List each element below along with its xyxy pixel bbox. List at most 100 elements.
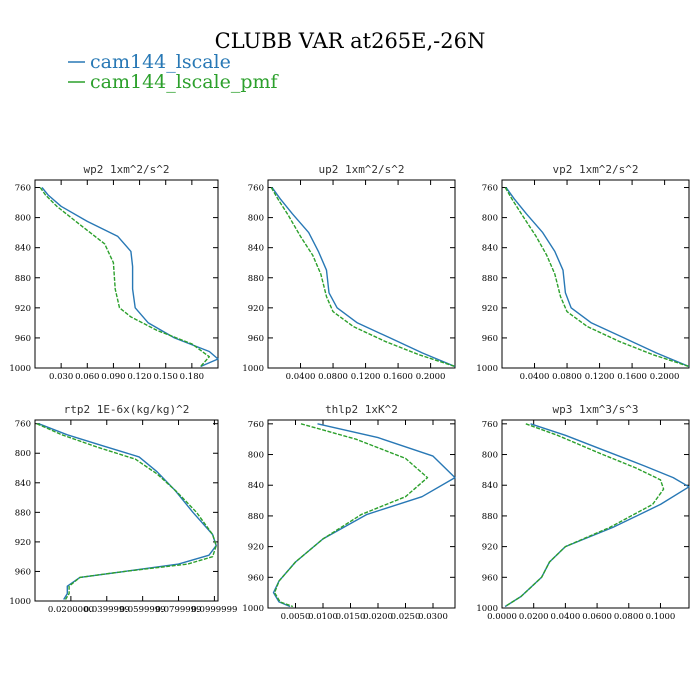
x-tick-label: 0.0200000 xyxy=(48,605,94,615)
x-tick-label: 0.0399999 xyxy=(84,605,130,615)
plot-frame xyxy=(267,419,456,609)
panel-title: wp3 1xm^3/s^3 xyxy=(552,403,638,416)
x-tick-label: 0.060 xyxy=(75,372,99,382)
y-tick-label: 1000 xyxy=(242,364,264,374)
panel-2: up2 1xm^2/s^2 760 800 840 880 920 960 1000 0.040… xyxy=(242,163,456,382)
panel-title: vp2 1xm^2/s^2 xyxy=(552,163,638,176)
y-tick-label: 760 xyxy=(248,184,264,194)
series-line-lscale-pmf xyxy=(270,187,456,368)
x-tick-label: 0.0100 xyxy=(308,612,338,622)
x-tick-label: 0.0800 xyxy=(552,372,582,382)
legend-label-lscale: cam144_lscale xyxy=(90,51,231,73)
x-tick-label: 0.0200 xyxy=(363,612,393,622)
y-tick-label: 1000 xyxy=(476,364,498,374)
x-tick-label: 0.2000 xyxy=(650,372,680,382)
plot-frame xyxy=(501,419,690,609)
y-tick-label: 920 xyxy=(15,538,31,548)
y-tick-label: 840 xyxy=(248,481,264,491)
y-tick-label: 1000 xyxy=(476,604,498,614)
y-tick-label: 880 xyxy=(482,274,498,284)
y-tick-label: 1000 xyxy=(242,604,264,614)
y-tick-label: 800 xyxy=(15,449,31,459)
y-tick-label: 840 xyxy=(248,244,264,254)
x-tick-label: 0.0800 xyxy=(318,372,348,382)
y-tick-label: 880 xyxy=(248,512,264,522)
y-tick-label: 760 xyxy=(248,420,264,430)
y-tick-label: 920 xyxy=(248,543,264,553)
panel-title: rtp2 1E-6x(kg/kg)^2 xyxy=(64,403,190,416)
y-tick-label: 920 xyxy=(15,304,31,314)
panel-5: thlp2 1xK^276080084088092096010000.00500… xyxy=(242,403,456,622)
y-tick-label: 1000 xyxy=(9,597,31,607)
legend-label-lscale-pmf: cam144_lscale_pmf xyxy=(90,71,280,93)
series-line-lscale xyxy=(504,423,690,608)
plot-frame xyxy=(501,179,690,369)
y-tick-label: 760 xyxy=(482,184,498,194)
y-tick-label: 800 xyxy=(15,214,31,224)
x-tick-label: 0.150 xyxy=(154,372,178,382)
x-tick-label: 0.1200 xyxy=(585,372,615,382)
x-tick-label: 0.0799999 xyxy=(156,605,202,615)
plot-frame xyxy=(34,179,219,369)
y-tick-label: 920 xyxy=(482,543,498,553)
series-line-lscale xyxy=(271,187,456,368)
x-tick-label: 0.0400 xyxy=(286,372,316,382)
y-tick-label: 760 xyxy=(482,420,498,430)
x-tick-label: 0.0250 xyxy=(391,612,421,622)
y-tick-label: 840 xyxy=(482,244,498,254)
figure-title: CLUBB VAR at265E,-26N xyxy=(215,29,486,53)
x-tick-label: 0.0400 xyxy=(551,612,581,622)
y-tick-label: 760 xyxy=(15,420,31,430)
y-tick-label: 880 xyxy=(15,274,31,284)
panel-3: vp2 1xm^2/s^2 760 800 840 880 920 960 1000 0.040… xyxy=(476,163,690,382)
y-tick-label: 960 xyxy=(15,567,31,577)
x-tick-label: 0.0400 xyxy=(520,372,550,382)
x-tick-label: 0.0050 xyxy=(281,612,311,622)
y-tick-label: 960 xyxy=(482,334,498,344)
y-tick-label: 840 xyxy=(15,244,31,254)
y-tick-label: 960 xyxy=(15,334,31,344)
panel-title: thlp2 1xK^2 xyxy=(325,403,398,416)
x-tick-label: 0.0000 xyxy=(487,612,517,622)
y-tick-label: 1000 xyxy=(9,364,31,374)
x-tick-label: 0.1600 xyxy=(617,372,647,382)
y-tick-label: 960 xyxy=(248,334,264,344)
series-line-lscale xyxy=(272,423,456,608)
x-tick-label: 0.1000 xyxy=(646,612,676,622)
series-line-lscale xyxy=(505,187,690,368)
panel-4: rtp2 1E-6x(kg/kg)^2 760 800 840 880 920 960 100… xyxy=(9,403,237,615)
panels: wp2 1xm^2/s^2 760 800 840 880 920 960 1000 0.030… xyxy=(9,163,690,622)
y-tick-label: 920 xyxy=(248,304,264,314)
y-tick-label: 920 xyxy=(482,304,498,314)
series-line-lscale-pmf xyxy=(273,423,429,608)
panel-title: up2 1xm^2/s^2 xyxy=(318,163,404,176)
panel-6: wp3 1xm^3/s^3 760 800 840 880 920 960 10000.000… xyxy=(476,403,690,622)
y-tick-label: 960 xyxy=(248,573,264,583)
x-tick-label: 0.030 xyxy=(49,372,73,382)
x-tick-label: 0.0999999 xyxy=(191,605,237,615)
y-tick-label: 880 xyxy=(15,508,31,518)
series-line-lscale-pmf xyxy=(504,423,665,608)
series-line-lscale xyxy=(38,423,217,600)
x-tick-label: 0.0150 xyxy=(336,612,366,622)
y-tick-label: 760 xyxy=(15,184,31,194)
series-line-lscale-pmf xyxy=(36,423,217,600)
plot-frame xyxy=(267,179,456,369)
y-tick-label: 960 xyxy=(482,573,498,583)
series-line-lscale-pmf xyxy=(504,187,690,368)
x-tick-label: 0.2000 xyxy=(416,372,446,382)
x-tick-label: 0.1200 xyxy=(351,372,381,382)
y-tick-label: 800 xyxy=(482,214,498,224)
x-tick-label: 0.090 xyxy=(101,372,125,382)
y-tick-label: 800 xyxy=(248,214,264,224)
y-tick-label: 840 xyxy=(482,481,498,491)
x-tick-label: 0.120 xyxy=(127,372,151,382)
y-tick-label: 840 xyxy=(15,479,31,489)
series-line-lscale-pmf xyxy=(39,187,211,367)
x-tick-label: 0.0200 xyxy=(519,612,549,622)
legend: cam144_lscale cam144_lscale_pmf xyxy=(68,51,280,93)
x-tick-label: 0.0300 xyxy=(418,612,448,622)
x-tick-label: 0.0600 xyxy=(582,612,612,622)
x-tick-label: 0.0800 xyxy=(614,612,644,622)
